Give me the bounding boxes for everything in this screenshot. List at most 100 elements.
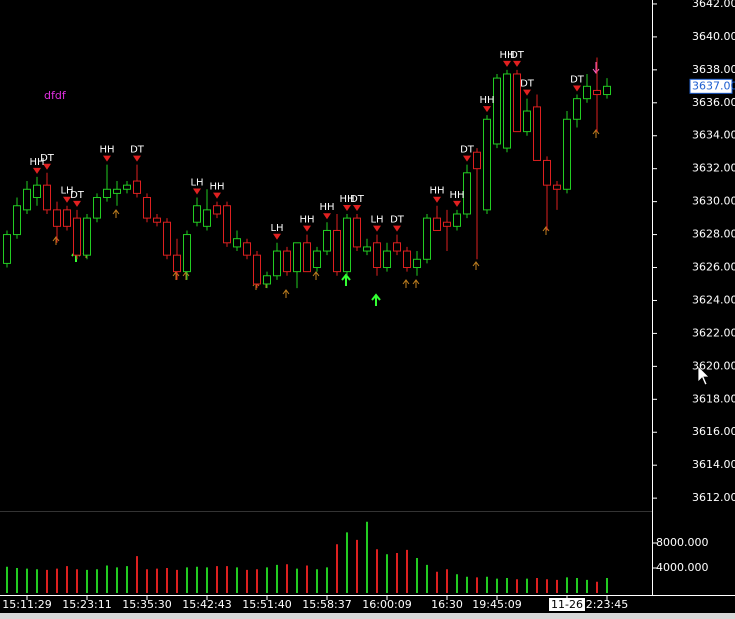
candle-body	[363, 246, 371, 252]
candle-body	[163, 221, 171, 256]
y-tick-label: 3620.00	[692, 359, 735, 372]
annotation-label: DT	[130, 145, 145, 156]
candle-body	[223, 205, 231, 244]
volume-bar	[186, 567, 188, 593]
volume-bar	[246, 569, 248, 593]
candle-body	[243, 242, 251, 256]
annotation-marker	[463, 155, 471, 162]
annotation-label: DT	[520, 79, 535, 90]
candle-body	[153, 217, 161, 223]
candle-body	[73, 217, 81, 256]
annotation-marker	[513, 60, 521, 67]
x-tick-label: 16:30	[431, 598, 463, 611]
volume-bar	[306, 565, 308, 593]
volume-bar	[146, 569, 148, 593]
x-tick-highlight	[549, 598, 585, 611]
volume-bar	[56, 568, 58, 593]
volume-bar	[96, 569, 98, 593]
candle-body	[523, 110, 531, 133]
candle-body	[193, 205, 201, 223]
volume-bar	[396, 553, 398, 593]
volume-bar	[326, 567, 328, 593]
annotation-marker	[353, 204, 361, 211]
candle-body	[253, 254, 261, 285]
annotation-marker	[73, 200, 81, 207]
candle-body	[23, 188, 31, 211]
candle-body	[383, 250, 391, 269]
candle-body	[593, 89, 601, 96]
volume-bar	[606, 578, 608, 593]
annotation-label: HH	[429, 186, 444, 197]
x-tick-label: 16:00:09	[362, 598, 411, 611]
annotation-marker	[133, 155, 141, 162]
volume-bar	[586, 579, 588, 593]
x-tick-label: 2:23:45	[586, 598, 628, 611]
candle-body	[333, 229, 341, 273]
candle-body	[423, 217, 431, 260]
x-tick-label: 15:51:40	[242, 598, 291, 611]
volume-bar	[156, 568, 158, 593]
candle-body	[213, 205, 221, 215]
annotation-label: HH	[99, 145, 114, 156]
candle-body	[473, 151, 481, 170]
volume-bar	[256, 569, 258, 593]
candle-body	[183, 234, 191, 273]
volume-bar	[296, 568, 298, 593]
volume-bar	[446, 569, 448, 593]
last-price-box	[689, 78, 733, 94]
volume-bar	[336, 544, 338, 593]
y2-tick-label: 4000.000	[656, 561, 709, 574]
candle-body	[493, 77, 501, 145]
volume-bar	[596, 581, 598, 593]
volume-bar	[106, 565, 108, 593]
volume-bar	[46, 569, 48, 593]
candle-body	[113, 188, 121, 194]
volume-bar	[486, 576, 488, 593]
annotation-label: HH	[499, 50, 514, 61]
annotation-marker	[303, 225, 311, 232]
candle-body	[173, 254, 181, 273]
study-label: dfdf	[44, 89, 67, 102]
annotation-marker	[213, 192, 221, 199]
volume-bar	[216, 566, 218, 593]
candle-body	[463, 172, 471, 215]
annotation-label: DT	[70, 190, 85, 201]
y-tick-label: 3618.00	[692, 392, 735, 405]
candle-body	[433, 217, 441, 231]
candle-body	[93, 197, 101, 219]
volume-bar	[526, 578, 528, 593]
buy-arrow	[371, 293, 381, 306]
volume-bar	[76, 569, 78, 593]
volume-bar	[506, 578, 508, 593]
candle-body	[373, 242, 381, 269]
annotation-marker	[323, 213, 331, 220]
annotation-label: DT	[460, 145, 475, 156]
y-tick-label: 3626.00	[692, 261, 735, 274]
volume-bar	[316, 569, 318, 593]
volume-bar	[426, 564, 428, 593]
candle-body	[453, 213, 461, 227]
annotation-label: DT	[390, 215, 405, 226]
signal-arrows	[71, 62, 600, 306]
annotation-label: DT	[510, 50, 525, 61]
x-tick-label: 19:45:09	[472, 598, 521, 611]
candle-body	[63, 209, 71, 227]
x-tick-label: 15:42:43	[182, 598, 231, 611]
volume-bar	[26, 568, 28, 593]
annotation-label: HH	[319, 202, 334, 213]
volume-bar	[456, 574, 458, 593]
volume-bar	[536, 578, 538, 593]
annotation-marker	[343, 204, 351, 211]
annotation-label: LH	[270, 223, 283, 234]
volume-bar	[496, 578, 498, 593]
y-tick-label: 3622.00	[692, 326, 735, 339]
candle-body	[483, 118, 491, 211]
candle-body	[553, 184, 561, 190]
volume-bar	[86, 569, 88, 593]
x-tick-label: 11-26	[551, 598, 583, 611]
last-price-label: 3637.00	[692, 79, 735, 92]
x-tick-label: 15:23:11	[62, 598, 111, 611]
volume-bar	[566, 577, 568, 593]
